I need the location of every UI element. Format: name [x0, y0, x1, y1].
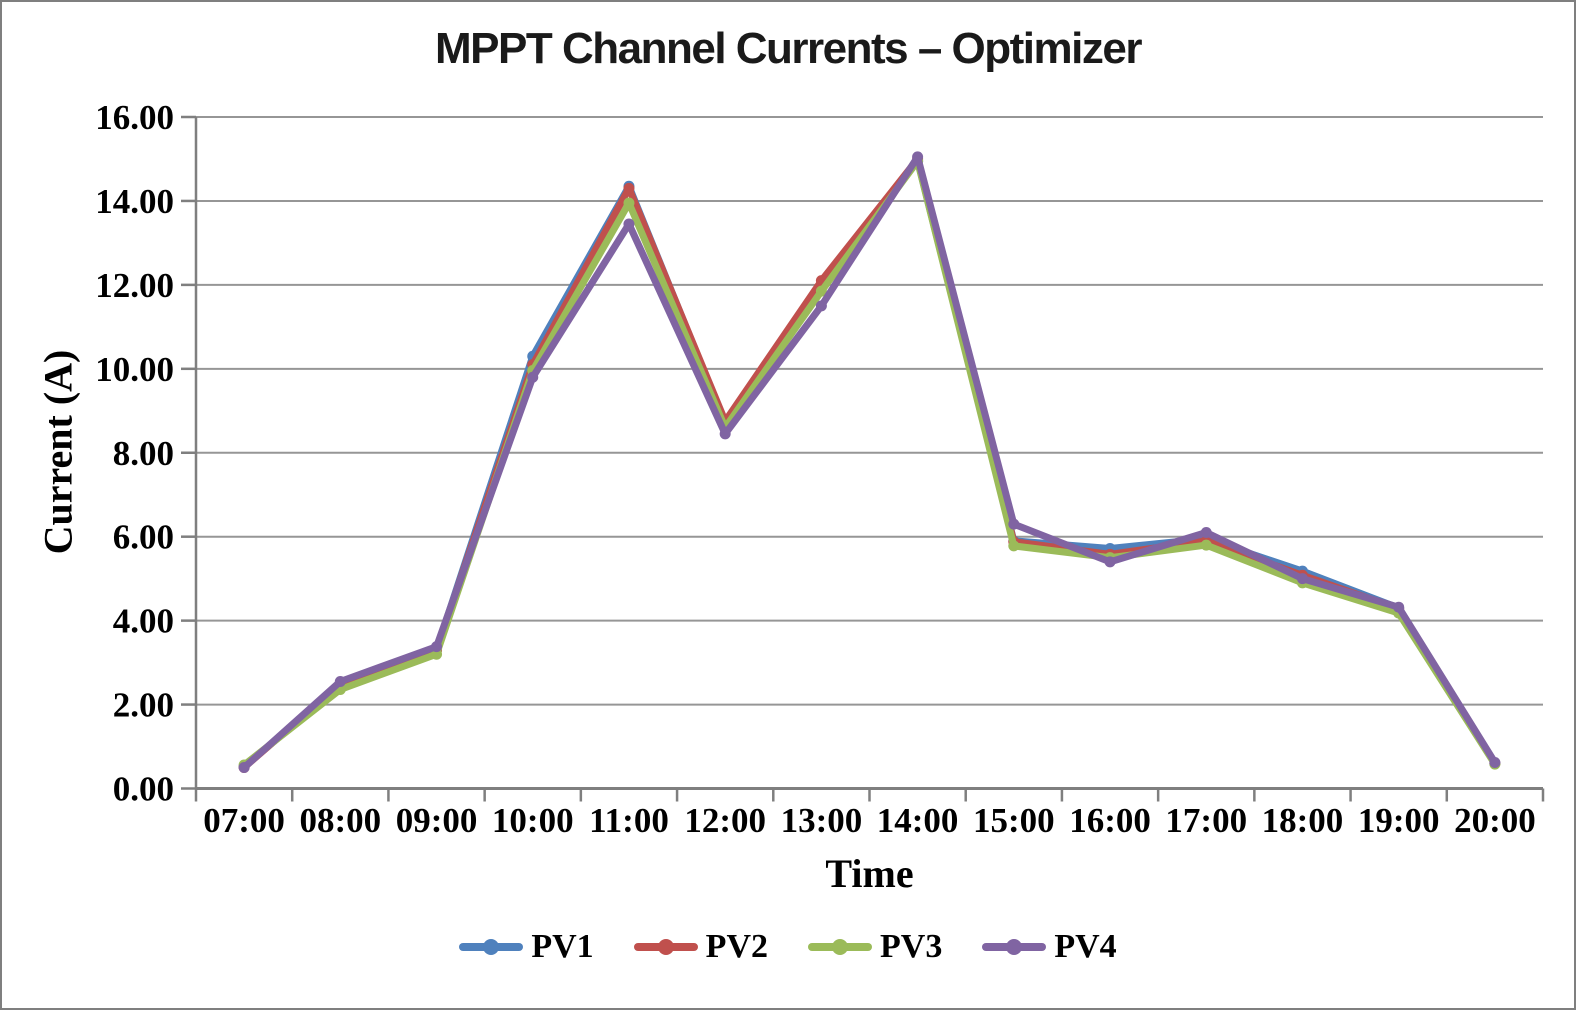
- x-tick-label: 12:00: [684, 801, 766, 840]
- data-point-pv4: [623, 218, 635, 230]
- legend-marker-dot-icon: [1006, 939, 1023, 955]
- data-point-pv4: [238, 762, 250, 774]
- data-point-pv3: [815, 285, 827, 297]
- x-tick-label: 13:00: [781, 801, 863, 840]
- legend: PV1 PV2 PV3 PV4: [0, 930, 1576, 964]
- legend-label: PV4: [1054, 928, 1117, 965]
- legend-item-pv4: PV4: [982, 928, 1117, 965]
- x-axis-title: Time: [825, 851, 914, 896]
- data-point-pv4: [1393, 601, 1405, 613]
- data-point-pv4: [527, 371, 539, 383]
- y-tick-label: 6.00: [113, 518, 174, 557]
- legend-item-pv1: PV1: [459, 928, 594, 965]
- x-tick-label: 15:00: [973, 801, 1055, 840]
- legend-line-marker-icon: [633, 939, 698, 955]
- legend-item-pv3: PV3: [808, 930, 942, 964]
- legend-line-marker-icon: [808, 939, 872, 955]
- x-tick-label: 10:00: [492, 801, 574, 840]
- legend-line-marker-icon: [982, 939, 1047, 955]
- y-tick-label: 14.00: [95, 182, 174, 221]
- x-tick-label: 08:00: [299, 801, 381, 840]
- y-tick-label: 10.00: [95, 350, 174, 389]
- chart-title: MPPT Channel Currents – Optimizer: [435, 24, 1142, 73]
- data-point-pv4: [1104, 556, 1116, 568]
- y-tick-label: 16.00: [95, 98, 174, 137]
- series-line-pv3: [240, 157, 1499, 769]
- x-tick-label: 07:00: [203, 801, 285, 840]
- x-tick-label: 17:00: [1165, 801, 1247, 840]
- y-axis-title: Current (A): [35, 349, 81, 555]
- y-tick-label: 2.00: [113, 686, 174, 725]
- data-point-pv4: [1200, 526, 1212, 538]
- legend-label: PV3: [880, 928, 943, 965]
- data-point-pv4: [1489, 756, 1501, 768]
- y-tick-label: 4.00: [113, 602, 174, 641]
- legend-item-pv2: PV2: [633, 928, 768, 965]
- series-line-pv4: [240, 153, 1499, 772]
- data-point-pv2: [623, 182, 635, 194]
- x-tick-label: 18:00: [1262, 801, 1344, 840]
- y-tick-label: 0.00: [113, 770, 174, 809]
- series-line-pv2: [240, 155, 1499, 772]
- x-tick-label: 19:00: [1358, 801, 1440, 840]
- data-point-pv4: [1296, 573, 1308, 585]
- x-tick-label: 09:00: [396, 801, 478, 840]
- legend-label: PV2: [705, 928, 768, 965]
- data-point-pv4: [334, 675, 346, 687]
- x-tick-label: 11:00: [589, 801, 669, 840]
- data-point-pv3: [623, 197, 635, 209]
- legend-marker-dot-icon: [657, 939, 674, 955]
- data-point-pv3: [431, 648, 443, 660]
- legend-line-marker-icon: [459, 939, 524, 955]
- x-tick-label: 20:00: [1454, 801, 1536, 840]
- y-tick-label: 8.00: [113, 434, 174, 473]
- series-line-pv1: [240, 157, 1499, 771]
- data-point-pv3: [1200, 539, 1212, 551]
- data-point-pv4: [719, 428, 731, 440]
- legend-marker-dot-icon: [483, 939, 500, 955]
- y-tick-label: 12.00: [95, 266, 174, 305]
- x-tick-label: 16:00: [1069, 801, 1151, 840]
- data-point-pv4: [431, 641, 443, 653]
- legend-label: PV1: [531, 928, 594, 965]
- data-point-pv3: [1008, 540, 1020, 552]
- data-point-pv4: [815, 300, 827, 312]
- data-point-pv4: [912, 151, 924, 163]
- legend-marker-dot-icon: [832, 939, 848, 955]
- x-tick-label: 14:00: [877, 801, 959, 840]
- data-point-pv4: [1008, 518, 1020, 530]
